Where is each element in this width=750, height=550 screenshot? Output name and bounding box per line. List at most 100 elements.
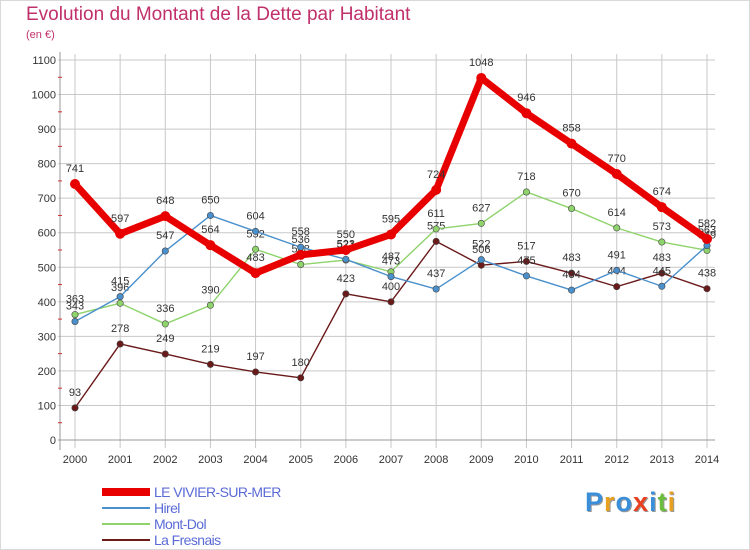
data-point-la-fresnais <box>161 350 169 358</box>
data-point-la-fresnais <box>297 374 305 382</box>
y-tick-label: 800 <box>38 159 56 171</box>
data-point-le-vivier-sur-mer <box>566 138 577 149</box>
x-tick-label: 2004 <box>243 454 267 466</box>
data-point-la-fresnais <box>387 298 395 306</box>
chart-unit-label: (en €) <box>26 29 55 41</box>
logo-letter: x <box>633 487 650 517</box>
data-label-le-vivier-sur-mer: 770 <box>608 153 626 165</box>
logo-letter: r <box>604 487 616 517</box>
x-tick-label: 2008 <box>424 454 448 466</box>
data-label-la-fresnais: 219 <box>201 343 219 355</box>
data-label-la-fresnais: 197 <box>246 351 264 363</box>
data-point-le-vivier-sur-mer <box>386 229 396 240</box>
y-tick-label: 200 <box>38 366 56 378</box>
data-label-la-fresnais: 483 <box>653 252 671 264</box>
data-point-le-vivier-sur-mer <box>160 211 171 222</box>
data-point-mont-dol <box>116 299 124 307</box>
data-label-mont-dol: 390 <box>201 284 219 296</box>
x-tick-label: 2010 <box>514 454 538 466</box>
data-point-la-fresnais <box>206 360 214 368</box>
data-point-mont-dol <box>658 238 666 246</box>
data-label-la-fresnais: 93 <box>69 387 81 399</box>
logo-letter: t <box>657 487 668 517</box>
legend-swatch-mont-dol <box>102 523 150 525</box>
data-label-le-vivier-sur-mer: 582 <box>698 218 716 230</box>
data-label-le-vivier-sur-mer: 858 <box>562 123 580 135</box>
y-tick-label: 700 <box>38 193 56 205</box>
y-tick-label: 1000 <box>32 90 56 102</box>
data-point-la-fresnais <box>568 269 576 277</box>
data-point-hirel <box>71 318 79 326</box>
data-label-la-fresnais: 483 <box>562 252 580 264</box>
data-label-la-fresnais: 400 <box>382 281 400 293</box>
data-label-hirel: 437 <box>427 268 445 280</box>
data-label-hirel: 650 <box>201 194 219 206</box>
data-point-mont-dol <box>161 320 169 328</box>
data-point-hirel <box>387 273 395 281</box>
legend-label-mont-dol: Mont-Dol <box>154 516 207 532</box>
data-point-mont-dol <box>432 225 440 233</box>
logo-letter: i <box>667 487 677 517</box>
data-point-la-fresnais <box>658 269 666 277</box>
data-label-le-vivier-sur-mer: 597 <box>111 213 129 225</box>
x-tick-label: 2009 <box>469 454 493 466</box>
legend-item-mont-dol: Mont-Dol <box>102 516 362 532</box>
data-point-hirel <box>522 272 530 280</box>
x-tick-label: 2006 <box>334 454 358 466</box>
legend-label-hirel: Hirel <box>154 500 180 516</box>
y-tick-label: 500 <box>38 262 56 274</box>
logo-letter: o <box>615 487 634 517</box>
data-point-le-vivier-sur-mer <box>476 72 487 83</box>
data-point-la-fresnais <box>522 257 530 265</box>
legend-swatch-vivier <box>102 488 150 496</box>
data-label-le-vivier-sur-mer: 1048 <box>469 57 493 69</box>
x-tick-label: 2001 <box>108 454 132 466</box>
data-point-le-vivier-sur-mer <box>340 245 351 255</box>
data-point-le-vivier-sur-mer <box>205 240 216 251</box>
data-point-mont-dol <box>206 301 214 309</box>
data-label-la-fresnais: 423 <box>337 273 355 285</box>
data-point-hirel <box>206 211 214 219</box>
data-label-mont-dol: 614 <box>608 207 626 219</box>
data-label-mont-dol: 718 <box>517 171 535 183</box>
data-point-le-vivier-sur-mer <box>431 184 442 195</box>
data-point-le-vivier-sur-mer <box>115 228 126 239</box>
data-point-hirel <box>658 282 666 290</box>
data-point-le-vivier-sur-mer <box>702 233 712 244</box>
data-point-le-vivier-sur-mer <box>521 108 532 119</box>
data-point-la-fresnais <box>342 290 350 298</box>
legend-item-vivier: LE VIVIER-SUR-MER <box>102 484 362 500</box>
data-label-le-vivier-sur-mer: 564 <box>201 224 219 236</box>
data-label-mont-dol: 611 <box>427 208 445 220</box>
data-label-la-fresnais: 438 <box>698 268 716 280</box>
legend-swatch-la-fresnais <box>102 539 150 541</box>
data-label-hirel: 604 <box>246 210 264 222</box>
data-point-la-fresnais <box>252 368 260 376</box>
legend-label-la-fresnais: La Fresnais <box>154 532 221 548</box>
y-tick-label: 0 <box>50 435 56 447</box>
data-point-le-vivier-sur-mer <box>250 268 261 279</box>
data-label-hirel: 475 <box>517 255 535 267</box>
data-label-la-fresnais: 180 <box>292 357 310 369</box>
data-point-mont-dol <box>568 205 576 213</box>
data-label-mont-dol: 487 <box>382 251 400 263</box>
proxiti-logo: Proxiti <box>585 487 676 518</box>
data-point-le-vivier-sur-mer <box>611 169 622 179</box>
data-label-hirel: 491 <box>608 249 626 261</box>
data-label-le-vivier-sur-mer: 724 <box>427 169 445 181</box>
data-label-la-fresnais: 517 <box>517 240 535 252</box>
data-point-hirel <box>116 293 124 301</box>
data-label-la-fresnais: 506 <box>472 244 490 256</box>
data-label-hirel: 343 <box>66 301 84 313</box>
logo-letter: P <box>585 487 605 517</box>
data-label-mont-dol: 627 <box>472 202 490 214</box>
x-tick-label: 2000 <box>63 454 87 466</box>
data-point-mont-dol <box>71 311 79 319</box>
data-point-la-fresnais <box>116 340 124 348</box>
data-label-hirel: 473 <box>382 256 400 268</box>
x-tick-label: 2014 <box>695 454 719 466</box>
data-label-hirel: 547 <box>156 230 174 242</box>
data-point-hirel <box>477 256 485 264</box>
data-point-mont-dol <box>522 188 530 196</box>
data-point-hirel <box>568 286 576 294</box>
